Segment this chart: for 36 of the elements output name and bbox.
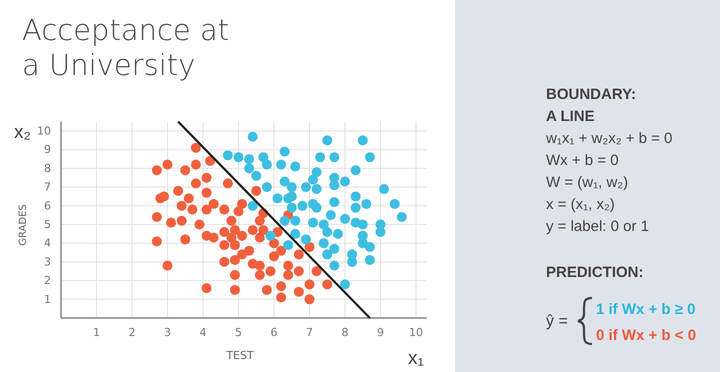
x-tick-label: 1: [93, 326, 100, 339]
x-tick-label: 10: [409, 326, 423, 339]
y-tick-label: 1: [44, 292, 51, 306]
y-tick-label: 7: [44, 180, 51, 194]
text: A LINE: [546, 108, 595, 125]
y-tick-label: 8: [44, 162, 51, 175]
text: y = label: 0 or 1: [546, 218, 649, 235]
text: BOUNDARY:: [546, 86, 636, 103]
x-tick-label: 3: [164, 326, 171, 339]
text: ŷ =: [546, 313, 568, 330]
y-tick-label: 4: [44, 236, 51, 250]
x-tick-label: 2: [128, 326, 136, 339]
y-tick-label: 6: [44, 199, 51, 212]
text: Wx + b = 0: [546, 152, 619, 169]
y-axis-title: GRADES: [18, 204, 29, 246]
text: x₁: [408, 348, 424, 369]
text: PREDICTION:: [546, 264, 644, 281]
x-tick-label: 8: [342, 326, 348, 339]
y-tick-label: 9: [44, 143, 51, 156]
y-tick-label: 5: [44, 218, 51, 232]
y-tick-label: 10: [37, 124, 51, 138]
x-axis-title: TEST: [225, 349, 254, 362]
x-tick-label: 9: [377, 326, 384, 339]
x-tick-label: 6: [270, 326, 278, 339]
x-tick-label: 4: [200, 326, 206, 339]
chart-title: Acceptance at a University: [22, 13, 230, 82]
text: W = (w₁, w₂): [546, 174, 628, 191]
x-tick-label: 7: [306, 326, 313, 339]
text: x = (x₁, x₂): [546, 196, 615, 213]
text: w₁x₁ + w₂x₂ + b = 0: [545, 130, 672, 147]
text: x₂: [14, 122, 31, 143]
y-tick-label: 3: [44, 255, 51, 268]
x-tick-label: 5: [235, 326, 242, 339]
y-tick-label: 2: [44, 274, 51, 288]
text: 1 if Wx + b ≥ 0: [596, 301, 696, 318]
text: 0 if Wx + b < 0: [596, 327, 696, 344]
